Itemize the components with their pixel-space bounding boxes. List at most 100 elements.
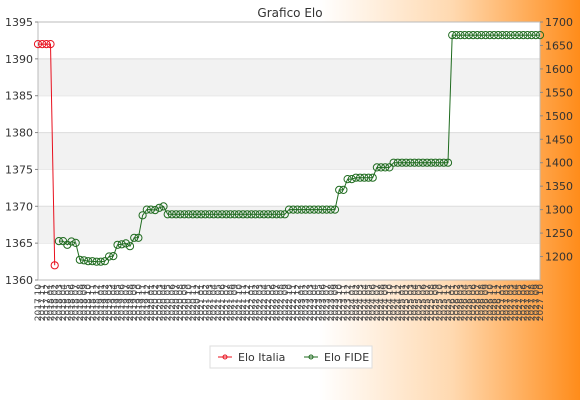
chart-title: Grafico Elo (257, 6, 322, 20)
grid-band (38, 132, 540, 170)
data-point-fide (452, 30, 461, 40)
data-point-fide (289, 205, 298, 214)
data-point-fide (418, 158, 427, 167)
data-point-fide (184, 210, 193, 219)
y-right-tick-label: 1250 (545, 227, 573, 240)
data-point-fide (318, 205, 327, 214)
x-tick-label: 2026 01 (448, 284, 458, 321)
plot-border (37, 21, 541, 281)
data-point-fide (343, 175, 352, 184)
x-tick-label: 2021 11 (239, 284, 249, 321)
data-point-fide (230, 210, 239, 219)
data-point-fide (335, 185, 344, 194)
x-tick-label: 2024 12 (394, 284, 404, 321)
x-tick-label: 2021 02 (201, 284, 211, 321)
x-tick-label: 2027 06 (519, 284, 529, 321)
legend-box (209, 345, 373, 369)
x-tick-label: 2018 05 (63, 284, 73, 321)
data-point-fide (423, 158, 432, 167)
data-point-fide (155, 203, 164, 212)
x-tick-label: 2018 06 (67, 284, 77, 321)
x-tick-label: 2026 04 (461, 284, 471, 321)
x-tick-label: 2023 10 (335, 284, 345, 321)
data-point-fide (84, 257, 93, 266)
y-right-tick-label: 1700 (545, 16, 573, 29)
data-point-fide (481, 30, 490, 40)
x-tick-label: 2026 12 (494, 284, 504, 321)
data-point-fide (502, 30, 511, 40)
data-point-italia (38, 40, 47, 49)
x-tick-label: 2024 07 (373, 284, 383, 321)
data-point-fide (448, 30, 457, 40)
y-right-tick-label: 1450 (545, 133, 573, 146)
data-point-fide (414, 158, 423, 167)
x-tick-label: 2025 02 (402, 284, 412, 321)
x-tick-label: 2019 08 (126, 284, 136, 321)
x-tick-label: 2020 07 (172, 284, 182, 321)
data-point-fide (205, 210, 214, 219)
data-point-fide (519, 30, 528, 40)
data-point-fide (259, 210, 268, 219)
x-tick-label: 2023 03 (306, 284, 316, 321)
y-left-tick-label: 1375 (5, 163, 33, 176)
x-tick-label: 2025 05 (415, 284, 425, 321)
data-point-fide (351, 173, 360, 182)
data-point-fide (460, 30, 469, 40)
data-point-fide (515, 30, 524, 40)
x-tick-label: 2024 03 (356, 284, 366, 321)
x-tick-label: 2017 12 (42, 284, 52, 321)
data-point-fide (406, 158, 415, 167)
data-point-fide (180, 210, 189, 219)
x-tick-label: 2022 12 (293, 284, 303, 321)
y-left-tick-label: 1365 (5, 237, 33, 250)
data-point-fide (389, 158, 398, 167)
data-point-fide (385, 163, 394, 172)
x-tick-label: 2026 07 (473, 284, 483, 321)
x-tick-label: 2023 12 (344, 284, 354, 321)
x-tick-label: 2024 05 (364, 284, 374, 321)
data-point-fide (272, 210, 281, 219)
x-tick-label: 2025 11 (440, 284, 450, 321)
data-point-fide (535, 30, 545, 40)
x-tick-label: 2026 10 (486, 284, 496, 321)
x-tick-label: 2018 01 (47, 284, 57, 321)
y-left-tick-label: 1385 (5, 90, 33, 103)
data-point-italia (42, 40, 51, 49)
data-point-fide (75, 255, 84, 264)
x-tick-label: 2024 02 (352, 284, 362, 321)
x-tick-label: 2026 03 (457, 284, 467, 321)
data-point-fide (146, 205, 155, 214)
data-point-fide (71, 238, 80, 247)
data-point-fide (443, 158, 453, 167)
data-point-fide (54, 237, 64, 246)
x-tick-label: 2025 07 (423, 284, 433, 321)
data-point-fide (531, 30, 540, 40)
data-point-fide (113, 240, 122, 249)
data-point-fide (347, 175, 356, 184)
data-point-fide (381, 163, 390, 172)
x-tick-label: 2026 05 (465, 284, 475, 321)
legend-swatch-marker (222, 354, 228, 360)
data-point-fide (305, 205, 314, 214)
data-point-fide (268, 210, 277, 219)
x-tick-label: 2023 05 (314, 284, 324, 321)
x-tick-label: 2021 01 (197, 284, 207, 321)
x-tick-label: 2024 10 (385, 284, 395, 321)
grid-band (38, 58, 540, 96)
data-point-fide (226, 210, 235, 219)
x-tick-label: 2021 07 (222, 284, 232, 321)
x-tick-label: 2020 01 (147, 284, 157, 321)
data-point-fide (243, 210, 252, 219)
data-point-fide (280, 210, 289, 219)
x-tick-label: 2019 09 (130, 284, 140, 321)
data-point-fide (356, 173, 365, 182)
x-tick-label: 2024 06 (369, 284, 379, 321)
x-tick-label: 2018 08 (76, 284, 86, 321)
data-point-fide (372, 163, 381, 172)
x-tick-label: 2018 07 (72, 284, 82, 321)
y-right-tick-label: 1400 (545, 157, 573, 170)
data-point-fide (477, 30, 486, 40)
x-tick-label: 2025 04 (411, 284, 421, 321)
x-tick-label: 2022 09 (281, 284, 291, 321)
